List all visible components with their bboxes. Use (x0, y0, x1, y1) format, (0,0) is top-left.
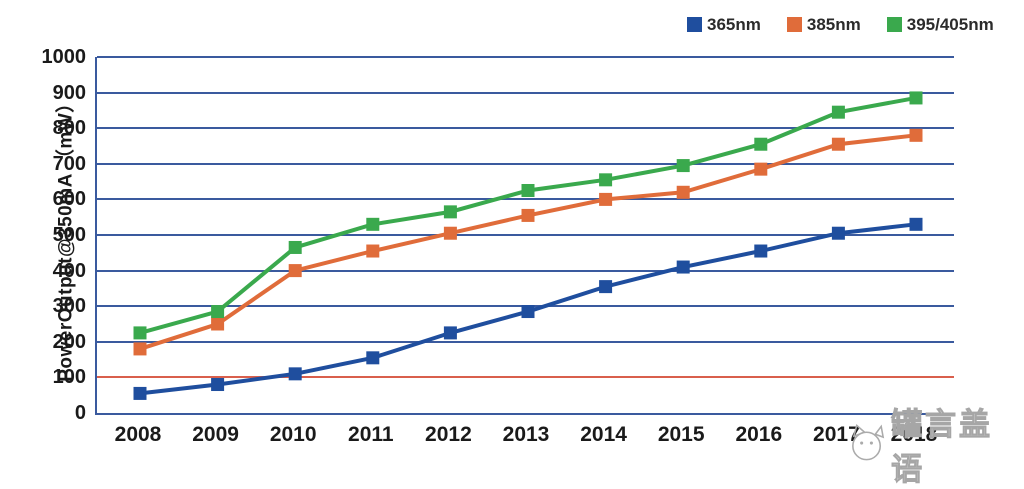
data-point-marker (599, 173, 613, 187)
legend-swatch-icon (687, 17, 702, 32)
y-tick-label: 800 (52, 117, 86, 140)
data-point-marker (754, 244, 768, 258)
data-point-marker (288, 367, 302, 381)
legend-item-365nm: 365nm (687, 16, 761, 33)
data-point-marker (521, 184, 535, 197)
x-tick-label: 2014 (580, 423, 627, 446)
y-tick-label: 500 (52, 224, 86, 246)
gridline (97, 56, 954, 58)
x-tick-label: 2008 (114, 423, 162, 446)
data-point-marker (133, 342, 147, 356)
data-point-marker (754, 137, 768, 151)
data-point-marker (521, 208, 535, 222)
y-tick-label: 100 (52, 366, 86, 389)
legend-swatch-icon (786, 17, 802, 32)
gridline (97, 340, 954, 343)
data-point-marker (676, 260, 690, 274)
x-tick-label: 2011 (348, 423, 394, 446)
y-tick-label: 600 (52, 188, 86, 211)
legend-item-395/405nm: 395/405nm (886, 15, 994, 34)
data-point-marker (521, 305, 535, 319)
data-point-marker (599, 192, 613, 206)
data-point-marker (909, 217, 923, 231)
data-point-marker (909, 91, 923, 105)
data-point-marker (754, 162, 768, 176)
y-tick-label: 300 (52, 295, 86, 318)
y-tick-label: 200 (52, 330, 86, 353)
y-tick-label: 400 (52, 259, 86, 282)
gridline (97, 234, 954, 236)
data-point-marker (831, 105, 845, 119)
data-point-marker (288, 240, 302, 254)
data-point-marker (366, 244, 380, 258)
data-point-marker (443, 226, 457, 240)
data-point-marker (599, 280, 613, 294)
gridline (97, 127, 954, 130)
x-tick-label: 2015 (657, 423, 705, 446)
gridline (97, 91, 954, 94)
data-point-marker (676, 159, 690, 173)
data-point-marker (133, 326, 147, 340)
x-tick-label: 2012 (425, 423, 472, 446)
x-tick-label: 2010 (269, 423, 317, 446)
reference-line (97, 376, 954, 379)
legend-label: 385nm (806, 15, 861, 34)
data-point-marker (831, 137, 845, 151)
data-point-marker (443, 326, 457, 340)
legend-swatch-icon (886, 17, 902, 32)
chart-container: 365nm 385nm 395/405nm PowerOutput@350mA （m… (41, 16, 994, 489)
x-tick-label: 2016 (735, 423, 783, 446)
gridline (97, 198, 954, 201)
data-point-marker (211, 317, 225, 331)
gridline (97, 269, 954, 272)
y-tick-label: 700 (52, 152, 86, 175)
chart-legend: 365nm 385nm 395/405nm (687, 16, 994, 33)
gridline (97, 162, 954, 165)
data-point-marker (288, 264, 302, 278)
x-tick-label: 2017 (813, 423, 860, 446)
plot-area (95, 56, 954, 415)
data-point-marker (211, 305, 225, 319)
data-point-marker (676, 185, 690, 199)
data-point-marker (831, 226, 845, 240)
data-point-marker (366, 217, 380, 231)
x-tick-label: 2018 (890, 423, 938, 446)
x-tick-label: 2013 (502, 423, 550, 446)
legend-item-385nm: 385nm (786, 15, 861, 34)
data-point-marker (211, 378, 225, 392)
y-tick-label: 1000 (41, 46, 87, 68)
data-point-marker (909, 128, 923, 142)
data-point-marker (443, 205, 457, 219)
y-tick-label: 0 (74, 402, 86, 424)
data-point-marker (133, 386, 147, 400)
line-series-layer (133, 91, 923, 400)
data-point-marker (366, 351, 380, 365)
legend-label: 395/405nm (906, 15, 994, 34)
x-tick-label: 2009 (192, 423, 239, 446)
y-tick-label: 900 (52, 81, 86, 104)
legend-label: 365nm (707, 15, 761, 34)
